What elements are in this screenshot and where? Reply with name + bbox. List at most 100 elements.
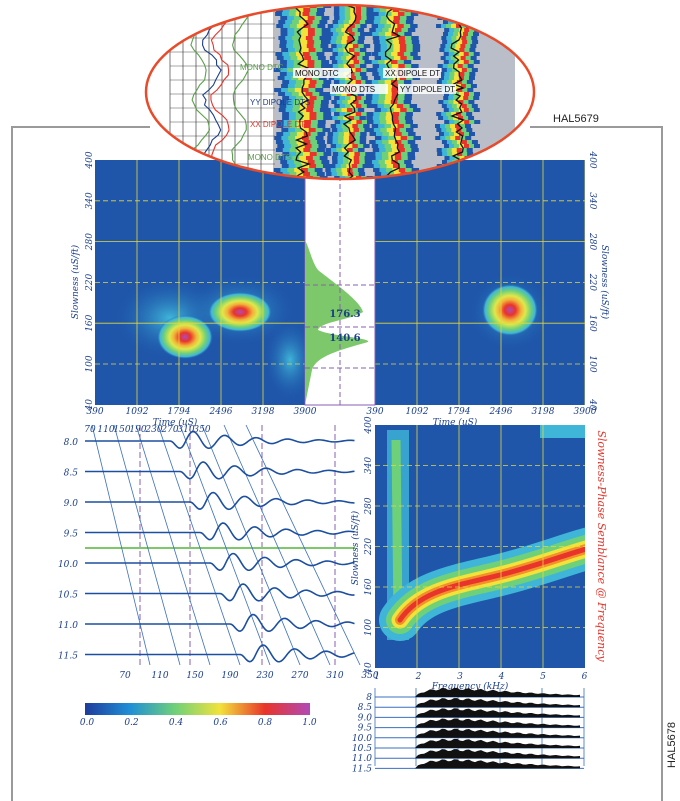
trace-cell bbox=[276, 24, 284, 28]
trace-cell bbox=[472, 0, 478, 4]
trace-cell bbox=[471, 84, 477, 88]
trace-cell bbox=[358, 36, 364, 40]
trace-cell bbox=[287, 32, 295, 36]
trace-cell bbox=[382, 140, 389, 144]
x-tick-label: 3198 bbox=[532, 407, 555, 417]
x-tick-label: 1794 bbox=[168, 407, 191, 417]
trace-cell bbox=[309, 136, 317, 140]
trace-cell bbox=[311, 124, 319, 128]
trace-cell bbox=[318, 120, 326, 124]
panel-title: Slowness-Phase Semblance @ Frequency bbox=[595, 430, 608, 662]
depth-label: 11.0 bbox=[58, 621, 78, 631]
trace-cell bbox=[405, 168, 412, 172]
tick-label: 70 bbox=[84, 425, 96, 435]
trace-cell bbox=[466, 128, 472, 132]
trace-cell bbox=[307, 40, 315, 44]
trace-cell bbox=[394, 0, 401, 4]
trace-cell bbox=[373, 168, 380, 172]
trace-cell bbox=[321, 104, 329, 108]
trace-cell bbox=[280, 168, 288, 172]
trace-cell bbox=[378, 24, 385, 28]
trace-cell bbox=[315, 88, 323, 92]
x-tick-label: 2 bbox=[415, 672, 422, 682]
trace-cell bbox=[275, 52, 283, 56]
trace-cell bbox=[442, 12, 448, 16]
trace-cell bbox=[360, 72, 366, 76]
trace-cell bbox=[395, 28, 402, 32]
spectrum-label: 8 bbox=[366, 693, 372, 703]
y-tick-label: 220 bbox=[587, 273, 597, 291]
trace-cell bbox=[297, 132, 305, 136]
trace-cell bbox=[374, 48, 381, 52]
trace-cell bbox=[380, 112, 387, 116]
trace-cell bbox=[457, 12, 463, 16]
log-label: MONO DTC bbox=[240, 63, 284, 72]
spectrum bbox=[415, 729, 580, 738]
trace-cell bbox=[474, 52, 480, 56]
trace-cell bbox=[358, 168, 364, 172]
trace-cell bbox=[360, 64, 366, 68]
trace-cell bbox=[318, 56, 326, 60]
trace-cell bbox=[378, 80, 385, 84]
trace-cell bbox=[375, 56, 382, 60]
trace-cell bbox=[314, 44, 322, 48]
trace-cell bbox=[474, 92, 480, 96]
trace-cell bbox=[373, 116, 380, 120]
trace-cell bbox=[474, 120, 480, 124]
y-tick-label: 160 bbox=[587, 315, 597, 332]
trace-cell bbox=[310, 140, 318, 144]
trace-cell bbox=[368, 0, 375, 4]
trace-cell bbox=[368, 16, 375, 20]
trace-cell bbox=[379, 116, 386, 120]
trace-cell bbox=[400, 108, 407, 112]
trace-cell bbox=[287, 28, 295, 32]
trace-cell bbox=[393, 44, 400, 48]
trace-cell bbox=[283, 24, 291, 28]
trace-cell bbox=[474, 156, 480, 160]
trace-cell bbox=[317, 172, 325, 176]
trace-cell bbox=[397, 60, 404, 64]
spectrum-label: 9.0 bbox=[358, 713, 373, 723]
trace-cell bbox=[367, 164, 374, 168]
trace-cell bbox=[374, 128, 381, 132]
trace-cell bbox=[393, 112, 400, 116]
trace-cell bbox=[406, 164, 413, 168]
frequency-panel bbox=[375, 425, 590, 668]
trace-cell bbox=[366, 116, 373, 120]
trace-cell bbox=[315, 84, 323, 88]
trace-cell bbox=[473, 8, 479, 12]
trace-cell bbox=[384, 100, 391, 104]
trace-cell bbox=[361, 76, 367, 80]
x-tick-label: 1092 bbox=[126, 407, 149, 417]
trace-cell bbox=[404, 160, 411, 164]
trace-cell bbox=[314, 0, 322, 4]
trace-cell bbox=[362, 56, 368, 60]
trace-cell bbox=[361, 0, 367, 4]
trace-cell bbox=[467, 80, 473, 84]
trace-cell bbox=[284, 56, 292, 60]
trace-cell bbox=[282, 52, 290, 56]
trace-cell bbox=[365, 80, 372, 84]
trace-cell bbox=[405, 148, 412, 152]
y-tick-label: 100 bbox=[85, 355, 95, 372]
spectrum bbox=[415, 749, 580, 758]
trace-cell bbox=[398, 80, 405, 84]
trace-cell bbox=[466, 112, 472, 116]
y-tick-label: 100 bbox=[587, 355, 597, 372]
spectrum-label: 11.0 bbox=[352, 754, 372, 764]
trace-cell bbox=[351, 0, 357, 4]
trace-cell bbox=[398, 96, 405, 100]
trace-cell bbox=[379, 36, 386, 40]
trace-cell bbox=[405, 36, 412, 40]
trace-cell bbox=[306, 92, 314, 96]
trace-cell bbox=[447, 12, 453, 16]
blob bbox=[157, 315, 213, 359]
log-label: XX DIPOLE DTS bbox=[250, 120, 310, 129]
trace-cell bbox=[290, 24, 298, 28]
x-tick-label: 5 bbox=[540, 672, 546, 682]
trace-cell bbox=[313, 108, 321, 112]
trace-cell bbox=[290, 132, 298, 136]
blob bbox=[208, 292, 272, 332]
colorbar-tick: 0.0 bbox=[80, 718, 95, 728]
trace-cell bbox=[374, 44, 381, 48]
